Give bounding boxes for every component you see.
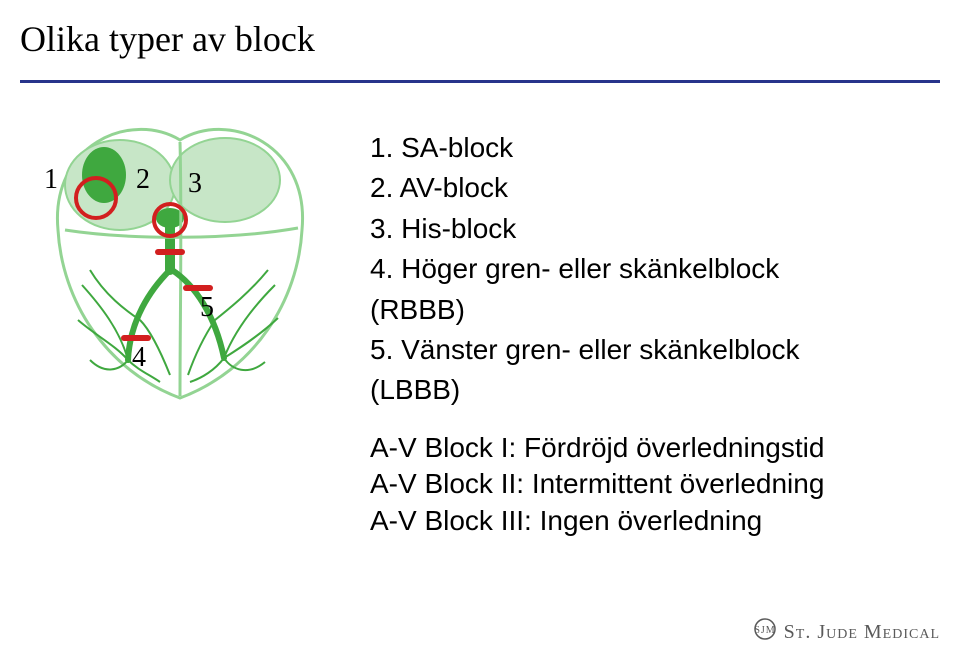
lower-1: A-V Block I: Fördröjd överledningstid xyxy=(370,430,824,466)
bullet-4-sub: (RBBB) xyxy=(370,292,800,328)
logo-mark-icon: SJM xyxy=(754,618,776,646)
bullet-1: 1. SA-block xyxy=(370,130,800,166)
lower-3: A-V Block III: Ingen överledning xyxy=(370,503,824,539)
lower-2: A-V Block II: Intermittent överledning xyxy=(370,466,824,502)
brand-logo: SJM St. Jude Medical xyxy=(754,618,940,646)
divider xyxy=(20,80,940,83)
label-1: 1 xyxy=(44,164,58,195)
label-5: 5 xyxy=(200,292,214,323)
sa-node xyxy=(82,147,126,203)
page-title: Olika typer av block xyxy=(20,18,315,60)
logo-text: St. Jude Medical xyxy=(784,621,940,644)
label-4: 4 xyxy=(132,342,146,373)
bullet-2: 2. AV-block xyxy=(370,170,800,206)
bullet-5-sub: (LBBB) xyxy=(370,372,800,408)
right-atrium xyxy=(170,138,280,222)
heart-diagram: 1 2 3 4 5 xyxy=(20,120,340,410)
lower-list: A-V Block I: Fördröjd överledningstid A-… xyxy=(370,430,824,539)
label-2: 2 xyxy=(136,164,150,195)
bullet-4: 4. Höger gren- eller skänkelblock xyxy=(370,251,800,287)
bullet-5: 5. Vänster gren- eller skänkelblock xyxy=(370,332,800,368)
bullet-3: 3. His-block xyxy=(370,211,800,247)
label-3: 3 xyxy=(188,168,202,199)
bullet-list: 1. SA-block 2. AV-block 3. His-block 4. … xyxy=(370,130,800,413)
septum xyxy=(180,142,181,396)
svg-text:SJM: SJM xyxy=(754,625,775,636)
slide: Olika typer av block xyxy=(0,0,960,660)
